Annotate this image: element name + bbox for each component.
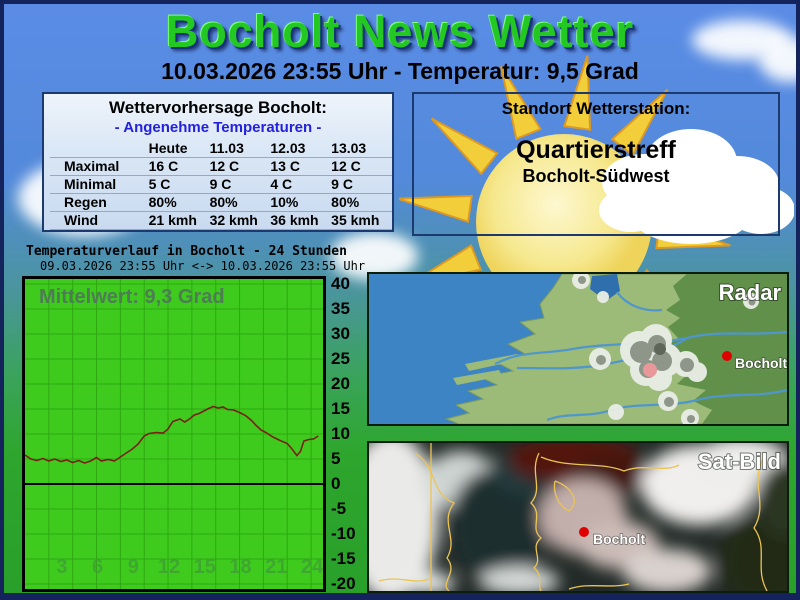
x-tick-12: 12 [157,556,181,578]
station-title: Standort Wetterstation: [501,99,691,118]
y-tick-25: 25 [331,349,350,368]
row-label: Regen [50,193,149,212]
radar-island [453,370,502,385]
cell: 11.03 [209,140,244,156]
x-tick-9: 9 [127,556,139,578]
cell: Heute [148,140,188,156]
temperature-chart: Mittelwert: 9,3 Grad 3 6 9 12 15 18 21 24 [22,276,326,592]
forecast-subtitle: - Angenehme Temperaturen - [114,119,322,136]
forecast-panel: Wettervorhersage Bocholt: - Angenehme Te… [42,92,394,232]
radar-bocholt-label: Bocholt [735,355,787,371]
satellite-panel: Bocholt Sat-Bild [367,441,789,593]
cell: 13 C [270,157,332,176]
cell: 10% [270,193,332,212]
row-label: Minimal [50,175,149,194]
chart-grid [25,279,323,589]
sat-coastlines [378,443,768,591]
x-tick-6: 6 [91,556,104,578]
y-tick--10: -10 [331,524,356,543]
row-label [50,140,149,158]
radar-map: Bocholt Radar [369,274,787,424]
row-label: Maximal [50,157,149,176]
y-tick--15: -15 [331,549,356,568]
y-tick-5: 5 [331,449,341,468]
y-tick-20: 20 [331,374,350,393]
sat-label: Sat-Bild [698,449,781,474]
cell: 16 C [148,157,210,176]
y-axis-ticks: 40 35 30 25 20 15 10 5 0 -5 -10 -15 -20 [331,274,371,593]
y-tick-10: 10 [331,424,350,443]
row-label: Wind [50,211,149,230]
temperature-curve [24,405,319,464]
y-tick--20: -20 [331,574,356,593]
cell: 80% [209,193,271,212]
cell: 13.03 [331,140,367,156]
radar-panel: Bocholt Radar [367,272,789,426]
y-tick--5: -5 [331,499,347,518]
satellite-image: Bocholt Sat-Bild [369,443,787,591]
forecast-header-row: Heute 11.03 12.03 13.03 [50,140,392,158]
radar-label: Radar [719,280,782,305]
sat-bocholt-marker [579,527,589,537]
cell: 35 kmh [331,211,392,230]
forecast-row-regen: Regen 80% 80% 10% 80% [50,193,392,212]
cell: 9 C [331,175,392,194]
cell: 4 C [270,175,332,194]
page-title: Bocholt News Wetter [165,6,635,57]
cell: 80% [148,193,210,212]
x-tick-15: 15 [193,556,216,578]
x-tick-18: 18 [229,556,252,578]
radar-precipitation [572,274,759,424]
cell: 12.03 [270,140,306,156]
y-tick-15: 15 [331,399,350,418]
chart-title: Temperaturverlauf in Bocholt - 24 Stunde… [26,244,347,259]
station-name: Quartierstreff [516,136,676,164]
forecast-row-maximal: Maximal 16 C 12 C 13 C 12 C [50,157,392,176]
station-cloud [599,129,794,244]
y-tick-40: 40 [331,274,350,293]
current-conditions: 10.03.2026 23:55 Uhr - Temperatur: 9,5 G… [161,58,639,84]
station-panel: Standort Wetterstation: Quartierstreff B… [412,92,780,236]
temperature-plot [24,279,323,589]
mean-value-label: Mittelwert: 9,3 Grad [39,286,225,308]
chart-range: 09.03.2026 23:55 Uhr <-> 10.03.2026 23:5… [40,259,366,273]
cell: 21 kmh [148,211,210,230]
radar-lake [590,274,620,301]
sat-clouds [369,443,787,591]
forecast-title: Wettervorhersage Bocholt: [109,98,327,117]
cell: 12 C [209,157,271,176]
y-tick-35: 35 [331,299,350,318]
sat-bocholt-label: Bocholt [593,531,645,547]
radar-land-de [663,274,787,424]
y-tick-30: 30 [331,324,350,343]
y-tick-0: 0 [331,474,341,493]
cell: 80% [331,193,392,212]
forecast-row-wind: Wind 21 kmh 32 kmh 36 kmh 35 kmh [50,211,392,230]
cell: 12 C [331,157,392,176]
x-tick-3: 3 [56,556,68,578]
cell: 32 kmh [209,211,271,230]
x-tick-21: 21 [265,556,288,578]
cell: 5 C [148,175,210,194]
cell: 9 C [209,175,271,194]
cell: 36 kmh [270,211,332,230]
x-tick-24: 24 [300,556,324,578]
station-district: Bocholt-Südwest [522,166,670,186]
radar-bocholt-marker [722,351,732,361]
